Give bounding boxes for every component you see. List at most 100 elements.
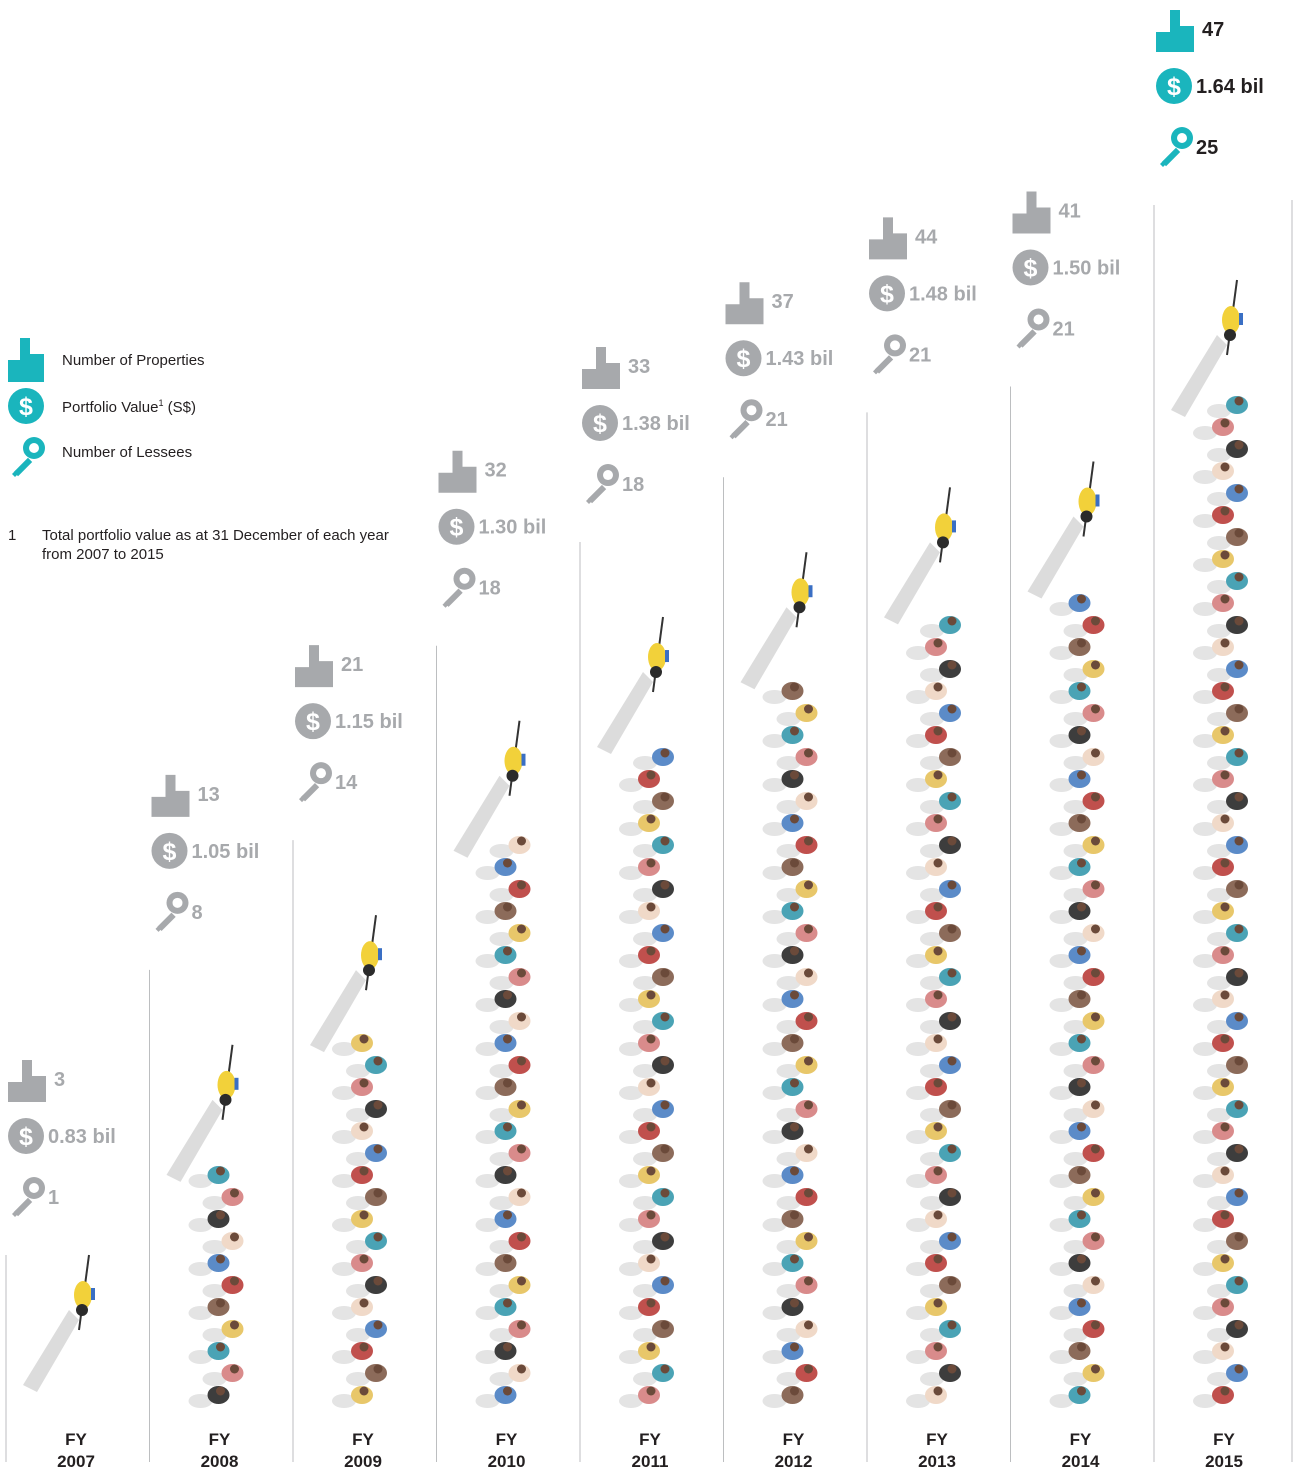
crowd-head	[804, 1012, 813, 1022]
crowd-shadow	[1193, 1394, 1217, 1408]
crowd-shadow	[489, 844, 514, 858]
crowd-head	[1220, 506, 1230, 516]
crowd-shadow	[188, 1262, 213, 1276]
keys-icon	[586, 464, 619, 505]
crowd-shadow	[633, 1284, 657, 1298]
crowd-head	[1234, 1188, 1244, 1198]
crowd-head	[1234, 792, 1244, 802]
crowd-shadow	[1049, 910, 1074, 924]
crowd-head	[359, 1298, 369, 1308]
lessees-value: 21	[909, 344, 931, 366]
svg-text:$: $	[19, 393, 33, 421]
crowd-shadow	[776, 1372, 801, 1386]
crowd-shadow	[776, 1240, 801, 1254]
crowd-head	[947, 616, 957, 626]
crowd-head	[1091, 1056, 1100, 1066]
crowd-head	[216, 1298, 225, 1308]
crowd-head	[1234, 660, 1244, 670]
crowd-shadow	[1063, 668, 1088, 682]
crowd-head	[1077, 1342, 1086, 1352]
crowd-head	[517, 1232, 526, 1242]
crowd-head	[933, 1210, 943, 1220]
crowd-shadow	[475, 1086, 500, 1100]
year-column-2009: 21 $ 1.15 bil 14 FY 2009	[292, 645, 403, 1471]
crowd-shadow	[1193, 1350, 1217, 1364]
cyclist-icon	[453, 720, 526, 858]
crowd-head	[359, 1342, 369, 1352]
crowd-head	[1077, 1254, 1086, 1264]
cyclist-icon	[597, 616, 669, 755]
crowd-shadow	[633, 1196, 657, 1210]
dollar-icon	[151, 832, 188, 869]
crowd-head	[646, 1386, 656, 1396]
crowd-shadow	[1207, 1284, 1231, 1298]
year-label: 2007	[57, 1452, 95, 1471]
crowd-shadow	[906, 690, 930, 704]
crowd-head	[1091, 1276, 1100, 1286]
properties-value: 3	[54, 1069, 65, 1091]
crowd-head	[933, 770, 943, 780]
crowd-shadow	[776, 1108, 801, 1122]
crowd-shadow	[1049, 778, 1074, 792]
crowd-head	[1220, 462, 1230, 472]
crowd-head	[230, 1188, 239, 1198]
crowd-head	[1091, 1364, 1100, 1374]
crowd-shadow	[1049, 602, 1074, 616]
crowd-shadow	[1063, 844, 1088, 858]
crowd-head	[646, 946, 656, 956]
crowd-shadow	[1049, 1086, 1074, 1100]
crowd-head	[790, 1254, 799, 1264]
crowd-shadow	[906, 954, 930, 968]
crowd-head	[804, 1144, 813, 1154]
crowd-head	[933, 946, 943, 956]
crowd-shadow	[776, 756, 801, 770]
cyclist-icon	[23, 1254, 95, 1392]
crowd-head	[933, 1254, 943, 1264]
crowd-head	[1077, 946, 1086, 956]
crowd-head	[216, 1342, 225, 1352]
dollar-icon	[582, 405, 618, 442]
crowd-shadow	[920, 1196, 944, 1210]
crowd-shadow	[1207, 976, 1231, 990]
crowd-shadow	[1207, 404, 1231, 418]
crowd-shadow	[920, 1152, 944, 1166]
crowd-shadow	[1193, 998, 1217, 1012]
crowd-shadow	[920, 976, 944, 990]
crowd-head	[660, 1056, 670, 1066]
crowd-shadow	[489, 1196, 514, 1210]
crowd-head	[933, 1034, 943, 1044]
crowd-shadow	[619, 1306, 643, 1320]
crowd-head	[1234, 880, 1244, 890]
crowd-head	[517, 1056, 526, 1066]
crowd-shadow	[906, 778, 930, 792]
crowd-head	[646, 1254, 656, 1264]
crowd-shadow	[906, 1174, 930, 1188]
legend: Number of Properties $ Portfolio Value1 …	[8, 338, 408, 477]
crowd-head	[503, 1122, 512, 1132]
crowd-head	[660, 1232, 670, 1242]
crowd-head	[646, 1298, 656, 1308]
crowd-shadow	[188, 1174, 213, 1188]
portfolio-value: 1.50 bil	[1053, 257, 1121, 279]
crowd-head	[503, 858, 512, 868]
crowd-shadow	[619, 866, 643, 880]
crowd-shadow	[346, 1328, 370, 1342]
footnote-number: 1	[8, 527, 17, 544]
crowd-shadow	[762, 1262, 787, 1276]
crowd-head	[1234, 440, 1244, 450]
crowd-shadow	[1207, 712, 1231, 726]
crowd-head	[1234, 1012, 1244, 1022]
keys-icon	[12, 1177, 45, 1217]
crowd-head	[790, 1166, 799, 1176]
crowd-head	[660, 1364, 670, 1374]
year-label-prefix: FY	[639, 1430, 661, 1449]
dollar-glyph: $	[1167, 73, 1181, 101]
crowd-shadow	[1207, 668, 1231, 682]
crowd-shadow	[920, 1020, 944, 1034]
year-label-prefix: FY	[1213, 1430, 1235, 1449]
crowd-shadow	[633, 800, 657, 814]
keys-icon	[1160, 127, 1193, 167]
crowd-head	[790, 990, 799, 1000]
crowd-shadow	[475, 866, 500, 880]
crowd-head	[660, 1276, 670, 1286]
